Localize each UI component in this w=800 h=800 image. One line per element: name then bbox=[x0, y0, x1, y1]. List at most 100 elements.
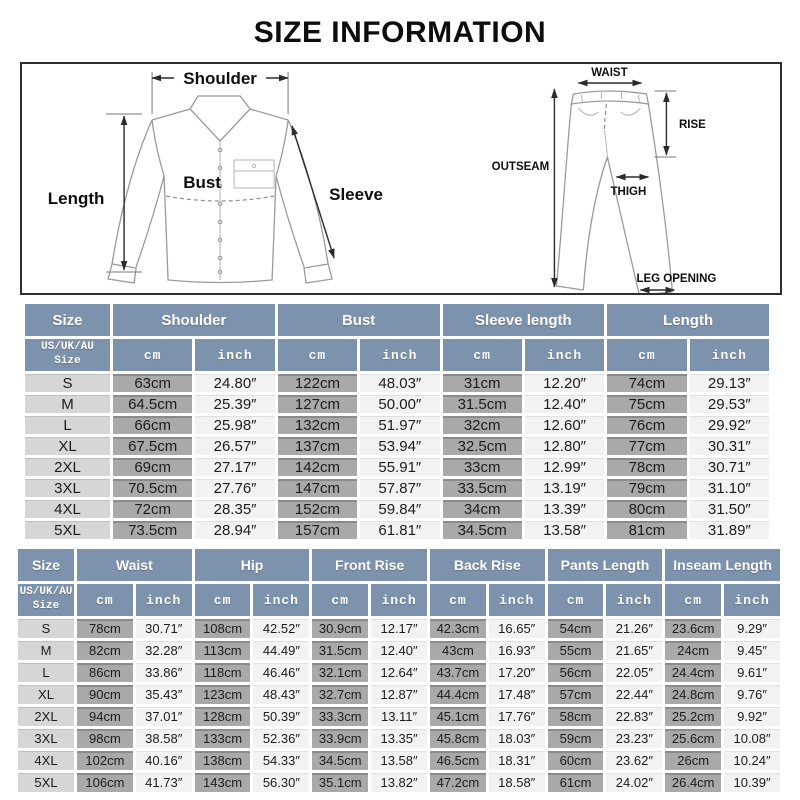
cm-value-cell: 90cm bbox=[77, 685, 133, 704]
inch-value-cell: 23.62″ bbox=[606, 751, 663, 770]
table-row: XL 90cm 35.43″ 123cm 48.43″ 32.7cm 12.87″ 44.4c… bbox=[18, 685, 780, 704]
size-cell: S bbox=[18, 619, 74, 638]
cm-value-cell: 94cm bbox=[77, 707, 133, 726]
cm-value-cell: 56cm bbox=[547, 663, 604, 682]
cm-value-cell: 25.6cm bbox=[665, 729, 722, 748]
cm-value-cell: 98cm bbox=[77, 729, 133, 748]
inch-value-cell: 25.98″ bbox=[195, 416, 275, 434]
cm-value-cell: 35.1cm bbox=[312, 773, 369, 792]
cm-value-cell: 44.4cm bbox=[429, 685, 486, 704]
cm-value-cell: 132cm bbox=[277, 416, 358, 434]
measurement-group-header: Shoulder bbox=[113, 304, 275, 336]
cm-value-cell: 24cm bbox=[665, 641, 722, 660]
size-cell: 3XL bbox=[18, 729, 74, 748]
inch-value-cell: 18.58″ bbox=[488, 773, 545, 792]
inch-value-cell: 13.19″ bbox=[524, 479, 605, 497]
subheader-row: US/UK/AU Size cm inch cm inch cm inch cm inch cm i… bbox=[18, 584, 780, 616]
unit-header-inch: inch bbox=[360, 339, 440, 371]
unit-header-inch: inch bbox=[135, 584, 192, 616]
table-row: 4XL 102cm 40.16″ 138cm 54.33″ 34.5cm 13.58″ 46.… bbox=[18, 751, 780, 770]
inch-value-cell: 13.82″ bbox=[371, 773, 427, 792]
inch-value-cell: 12.40″ bbox=[524, 395, 605, 413]
inch-value-cell: 57.87″ bbox=[360, 479, 440, 497]
cm-value-cell: 118cm bbox=[194, 663, 251, 682]
size-column-header: Size bbox=[25, 304, 110, 336]
measurement-group-header: Bust bbox=[277, 304, 440, 336]
table-row: 5XL 106cm 41.73″ 143cm 56.30″ 35.1cm 13.82″ 47.… bbox=[18, 773, 780, 792]
cm-value-cell: 63cm bbox=[113, 374, 193, 392]
unit-header-inch: inch bbox=[488, 584, 545, 616]
measurement-group-header: Waist bbox=[77, 549, 192, 581]
inch-value-cell: 48.43″ bbox=[253, 685, 310, 704]
inch-value-cell: 9.76″ bbox=[724, 685, 780, 704]
cm-value-cell: 58cm bbox=[547, 707, 604, 726]
inch-value-cell: 37.01″ bbox=[135, 707, 192, 726]
cm-value-cell: 77cm bbox=[607, 437, 687, 455]
size-cell: S bbox=[25, 374, 110, 392]
cm-value-cell: 78cm bbox=[607, 458, 687, 476]
table-row: S 78cm 30.71″ 108cm 42.52″ 30.9cm 12.17″ 42.3cm… bbox=[18, 619, 780, 638]
inch-value-cell: 46.46″ bbox=[253, 663, 310, 682]
inch-value-cell: 30.31″ bbox=[689, 437, 769, 455]
cm-value-cell: 82cm bbox=[77, 641, 133, 660]
cm-value-cell: 137cm bbox=[277, 437, 358, 455]
inch-value-cell: 21.65″ bbox=[606, 641, 663, 660]
cm-value-cell: 147cm bbox=[277, 479, 358, 497]
unit-header-cm: cm bbox=[547, 584, 604, 616]
inch-value-cell: 31.89″ bbox=[689, 521, 769, 539]
inch-value-cell: 13.39″ bbox=[524, 500, 605, 518]
inch-value-cell: 22.05″ bbox=[606, 663, 663, 682]
inch-value-cell: 28.94″ bbox=[195, 521, 275, 539]
size-cell: 5XL bbox=[18, 773, 74, 792]
cm-value-cell: 33cm bbox=[442, 458, 522, 476]
inch-value-cell: 50.00″ bbox=[360, 395, 440, 413]
cm-value-cell: 43.7cm bbox=[429, 663, 486, 682]
cm-value-cell: 26.4cm bbox=[665, 773, 722, 792]
cm-value-cell: 34.5cm bbox=[442, 521, 522, 539]
unit-header-cm: cm bbox=[77, 584, 133, 616]
table-row: 5XL 73.5cm 28.94″ 157cm 61.81″ 34.5cm 13.58″ 81… bbox=[25, 521, 769, 539]
cm-value-cell: 75cm bbox=[607, 395, 687, 413]
cm-value-cell: 45.8cm bbox=[429, 729, 486, 748]
inch-value-cell: 27.76″ bbox=[195, 479, 275, 497]
cm-value-cell: 32.7cm bbox=[312, 685, 369, 704]
cm-value-cell: 47.2cm bbox=[429, 773, 486, 792]
cm-value-cell: 143cm bbox=[194, 773, 251, 792]
header-row: Size Shoulder Bust Sleeve length Length bbox=[25, 304, 769, 336]
unit-header-inch: inch bbox=[253, 584, 310, 616]
cm-value-cell: 74cm bbox=[607, 374, 687, 392]
cm-value-cell: 86cm bbox=[77, 663, 133, 682]
inch-value-cell: 48.03″ bbox=[360, 374, 440, 392]
measurement-group-header: Inseam Length bbox=[665, 549, 780, 581]
cm-value-cell: 59cm bbox=[547, 729, 604, 748]
inch-value-cell: 12.40″ bbox=[371, 641, 427, 660]
tops-size-table: Size Shoulder Bust Sleeve length Length US/UK… bbox=[22, 301, 772, 542]
bust-label: Bust bbox=[183, 173, 221, 192]
cm-value-cell: 26cm bbox=[665, 751, 722, 770]
inch-value-cell: 12.99″ bbox=[524, 458, 605, 476]
size-cell: M bbox=[18, 641, 74, 660]
size-standard-header: US/UK/AU Size bbox=[18, 584, 74, 616]
size-standard-header: US/UK/AU Size bbox=[25, 339, 110, 371]
inch-value-cell: 50.39″ bbox=[253, 707, 310, 726]
inch-value-cell: 25.39″ bbox=[195, 395, 275, 413]
size-cell: 5XL bbox=[25, 521, 110, 539]
inch-value-cell: 32.28″ bbox=[135, 641, 192, 660]
inch-value-cell: 12.87″ bbox=[371, 685, 427, 704]
inch-value-cell: 29.13″ bbox=[689, 374, 769, 392]
inch-value-cell: 9.29″ bbox=[724, 619, 780, 638]
thigh-label: THIGH bbox=[611, 186, 647, 198]
cm-value-cell: 142cm bbox=[277, 458, 358, 476]
inch-value-cell: 16.65″ bbox=[488, 619, 545, 638]
cm-value-cell: 133cm bbox=[194, 729, 251, 748]
table-row: 2XL 69cm 27.17″ 142cm 55.91″ 33cm 12.99″ 78cm 30… bbox=[25, 458, 769, 476]
inch-value-cell: 18.31″ bbox=[488, 751, 545, 770]
size-column-header: Size bbox=[18, 549, 74, 581]
inch-value-cell: 9.92″ bbox=[724, 707, 780, 726]
outseam-label: OUTSEAM bbox=[492, 161, 550, 173]
cm-value-cell: 46.5cm bbox=[429, 751, 486, 770]
inch-value-cell: 30.71″ bbox=[689, 458, 769, 476]
shirt-diagram: Shoulder Length Bust Sleeve bbox=[22, 64, 416, 293]
table-row: XL 67.5cm 26.57″ 137cm 53.94″ 32.5cm 12.80″ 77c… bbox=[25, 437, 769, 455]
inch-value-cell: 30.71″ bbox=[135, 619, 192, 638]
